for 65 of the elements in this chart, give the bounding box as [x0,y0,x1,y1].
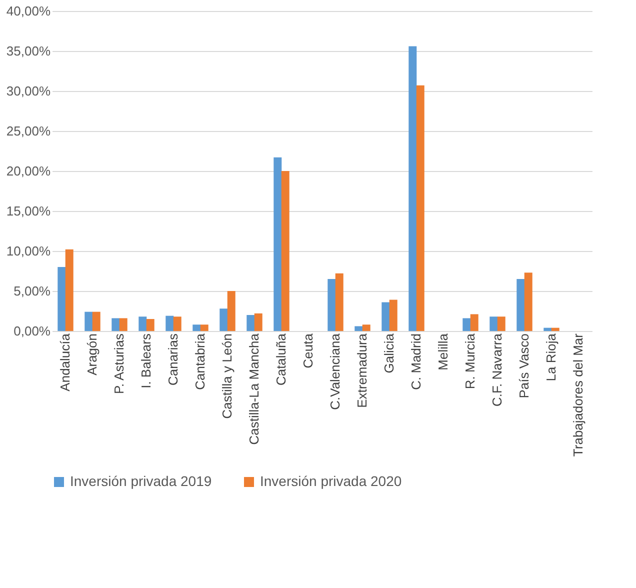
bar [92,312,100,331]
x-tick-label: Castilla-La Mancha [246,332,262,445]
y-tick-label: 20,00% [6,164,51,178]
bar [84,312,93,331]
x-tick-label: C.Valenciana [328,332,342,410]
bar [200,324,208,331]
x-tick-label: Aragón [84,334,100,376]
bar [362,324,370,331]
bar [173,316,182,331]
bar [497,316,506,331]
y-tick-label: 35,00% [6,44,51,58]
y-tick-label: 10,00% [6,244,51,258]
x-tick-label: R. Murcia [462,332,478,390]
bar [138,316,147,331]
x-tick-label: I. Balears [138,333,154,388]
bar [166,316,174,331]
bar [516,279,525,331]
y-tick-label: 25,00% [6,124,51,138]
bar [281,171,290,331]
x-tick-label: P. Asturias [112,333,126,394]
bar [254,313,262,331]
bar [58,267,66,331]
bar [246,315,255,331]
bar [382,302,390,331]
bar [146,319,154,331]
x-tick-label: C.F. Navarra [490,332,504,406]
bar [119,318,128,331]
x-tick-label: Melilla [436,332,450,370]
legend-label: Inversión privada 2020 [260,473,402,489]
bar [227,291,236,331]
bar [220,308,228,331]
bar [112,318,120,331]
bar [192,324,201,331]
legend-label: Inversión privada 2019 [70,473,212,489]
bar [524,272,532,331]
bar [490,316,498,331]
x-tick-label: Castilla y León [220,334,234,419]
bar [354,326,363,331]
bar [274,157,282,331]
y-tick-label: 30,00% [6,84,51,98]
bar [65,249,74,331]
y-tick-label: 0,00% [14,324,51,338]
x-tick-label: Trabajadores del Mar [570,332,586,457]
bar [335,273,344,331]
x-tick-label: C. Madrid [408,334,424,390]
bar [462,318,471,331]
y-tick-label: 40,00% [6,4,51,18]
bar [470,314,478,331]
x-tick-label: Andalucía [58,332,72,392]
y-tick-label: 15,00% [6,204,51,218]
bar [416,85,424,331]
x-tick-label: Extremadura [354,332,370,408]
x-tick-label: La Rioja [544,332,558,382]
bar [544,328,552,331]
bar [389,300,398,331]
bar [408,46,417,331]
x-tick-label: Ceuta [300,332,316,368]
y-tick-label: 5,00% [14,284,51,298]
bar [551,328,560,331]
x-tick-label: País Vasco [516,334,532,398]
x-tick-label: Canarias [166,333,180,386]
x-tick-label: Galicia [382,332,396,374]
x-tick-label: Cantabria [192,332,208,390]
bar [328,279,336,331]
x-tick-label: Cataluña [274,332,288,386]
